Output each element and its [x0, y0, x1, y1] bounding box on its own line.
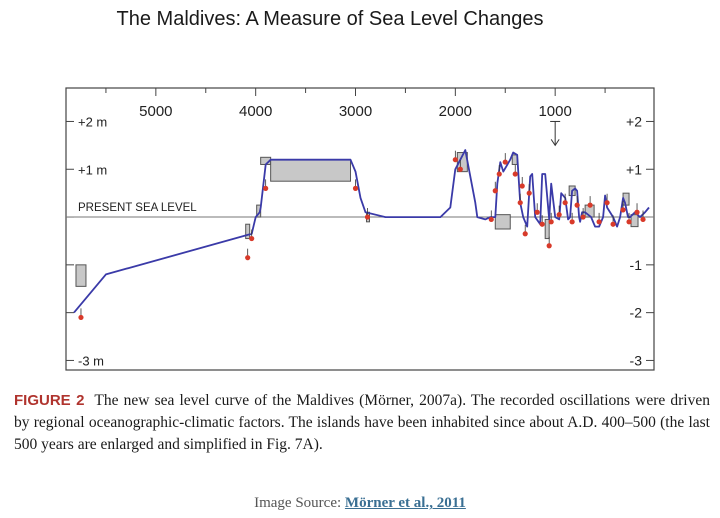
- data-point: [534, 209, 540, 215]
- data-point: [634, 209, 640, 215]
- plot-frame: [65, 87, 655, 371]
- uncertainty-box: [245, 223, 251, 240]
- data-point: [604, 200, 610, 206]
- right-y-tick-label: +1: [626, 161, 642, 177]
- data-point: [364, 214, 371, 220]
- data-point: [78, 314, 84, 321]
- caption-text: The new sea level curve of the Maldives …: [14, 392, 710, 453]
- data-point: [502, 159, 508, 165]
- right-y-tick-label: -3: [630, 352, 643, 368]
- data-point: [562, 200, 568, 206]
- x-tick-label: 5000: [139, 103, 172, 120]
- x-tick-label: 2000: [439, 103, 472, 120]
- uncertainty-box: [270, 159, 352, 182]
- data-point: [596, 219, 602, 225]
- data-point: [539, 221, 545, 227]
- sea-level-chart: 5000 4000 3000 2000 1000 +2 m +1 m -3 m +2 +1 -1 -2…: [65, 87, 655, 371]
- uncertainty-box: [494, 214, 511, 230]
- source-link[interactable]: Mörner et al., 2011: [344, 495, 466, 511]
- data-point: [587, 202, 593, 208]
- data-point: [492, 188, 498, 194]
- data-point: [452, 157, 458, 163]
- present-sea-level-label: PRESENT SEA LEVEL: [78, 202, 197, 214]
- data-point: [245, 255, 251, 261]
- data-point: [488, 216, 494, 223]
- image-source: Image Source: Mörner et al., 2011: [0, 495, 720, 512]
- data-point: [512, 171, 518, 177]
- data-point: [457, 166, 463, 172]
- data-point: [517, 200, 523, 206]
- right-y-tick-label: -1: [630, 257, 643, 273]
- x-tick-label: 4000: [239, 103, 272, 120]
- data-point: [249, 235, 255, 242]
- data-point: [522, 231, 528, 237]
- uncertainty-box: [544, 218, 550, 240]
- chart-title: The Maldives: A Measure of Sea Level Cha…: [116, 8, 544, 30]
- data-point: [569, 219, 575, 225]
- data-point: [546, 243, 552, 249]
- left-y-tick-label: -3 m: [78, 353, 104, 368]
- data-point: [263, 185, 269, 191]
- data-point: [580, 214, 586, 220]
- data-point: [574, 202, 580, 208]
- data-point: [548, 219, 554, 225]
- right-y-tick-label: +2: [626, 113, 642, 129]
- right-y-tick-label: -2: [630, 305, 643, 321]
- figure-caption: FIGURE 2 The new sea level curve of the M…: [14, 390, 710, 456]
- uncertainty-box: [630, 214, 639, 228]
- data-point: [496, 171, 502, 177]
- data-point: [352, 185, 359, 191]
- data-point: [519, 183, 525, 189]
- left-y-tick-label: +2 m: [78, 114, 107, 129]
- data-point: [620, 207, 626, 213]
- data-point: [526, 190, 532, 196]
- x-tick-label: 1000: [538, 103, 571, 120]
- data-point: [640, 216, 646, 223]
- data-point: [610, 221, 616, 227]
- left-y-tick-label: +1 m: [78, 162, 107, 177]
- x-tick-label: 3000: [339, 103, 372, 120]
- sea-level-curve: [73, 149, 650, 314]
- data-point: [626, 219, 632, 225]
- figure-label: FIGURE 2: [14, 392, 85, 409]
- arrow-annotation-head: [550, 139, 560, 147]
- source-prefix: Image Source:: [254, 495, 345, 511]
- data-point: [556, 212, 562, 218]
- uncertainty-box: [75, 264, 87, 287]
